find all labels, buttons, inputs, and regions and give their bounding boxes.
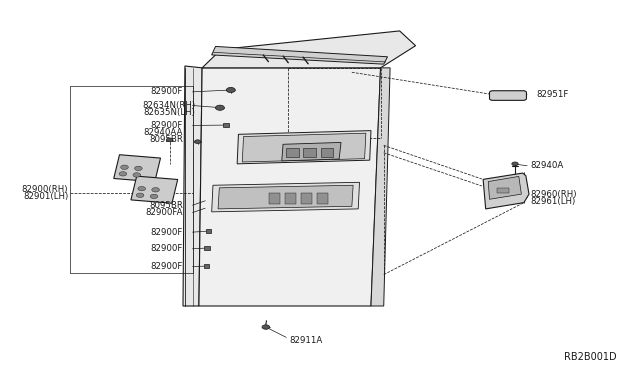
Text: 82634N(RH): 82634N(RH) — [143, 101, 196, 110]
Bar — [301, 193, 312, 204]
Polygon shape — [183, 66, 202, 306]
Circle shape — [166, 138, 173, 142]
Bar — [317, 193, 328, 204]
Polygon shape — [218, 185, 353, 209]
Bar — [285, 193, 296, 204]
Text: 82911A: 82911A — [289, 336, 323, 345]
Circle shape — [216, 105, 225, 110]
Polygon shape — [371, 68, 390, 306]
Circle shape — [138, 186, 145, 191]
Text: RB2B001D: RB2B001D — [564, 352, 616, 362]
Circle shape — [121, 165, 129, 170]
Text: 8095BR: 8095BR — [149, 201, 183, 210]
Bar — [204, 264, 209, 268]
Text: 82900F: 82900F — [150, 262, 183, 271]
Bar — [204, 246, 210, 250]
Text: 82940A: 82940A — [531, 161, 564, 170]
Text: 82900F: 82900F — [150, 244, 183, 253]
Bar — [269, 193, 280, 204]
Polygon shape — [212, 182, 360, 212]
Polygon shape — [286, 148, 299, 157]
FancyBboxPatch shape — [490, 91, 527, 100]
Circle shape — [195, 140, 201, 144]
Text: 82960(RH): 82960(RH) — [531, 190, 577, 199]
Polygon shape — [131, 176, 178, 203]
Circle shape — [512, 162, 518, 166]
Polygon shape — [282, 142, 341, 161]
Polygon shape — [483, 173, 529, 209]
Text: 82900F: 82900F — [150, 87, 183, 96]
Polygon shape — [303, 148, 316, 157]
Circle shape — [136, 193, 144, 198]
Text: 82940AA: 82940AA — [143, 128, 183, 137]
Polygon shape — [212, 46, 388, 64]
Circle shape — [262, 325, 269, 329]
Bar — [223, 124, 228, 127]
Polygon shape — [488, 176, 522, 199]
Circle shape — [150, 194, 158, 199]
Circle shape — [152, 187, 159, 192]
Bar — [497, 188, 509, 193]
Text: 82951F: 82951F — [537, 90, 569, 99]
Text: 82900FA: 82900FA — [145, 208, 183, 217]
Text: 82900(RH): 82900(RH) — [22, 185, 68, 194]
Circle shape — [119, 171, 127, 176]
Polygon shape — [237, 131, 371, 164]
Text: 82900F: 82900F — [150, 121, 183, 130]
Circle shape — [134, 166, 142, 171]
Bar — [205, 230, 211, 233]
Polygon shape — [243, 133, 366, 162]
Text: 82900F: 82900F — [150, 228, 183, 237]
Text: 82635N(LH): 82635N(LH) — [144, 108, 196, 117]
Polygon shape — [114, 155, 161, 182]
Circle shape — [227, 87, 236, 93]
Polygon shape — [321, 148, 333, 157]
Text: 82961(LH): 82961(LH) — [531, 197, 575, 206]
Polygon shape — [199, 68, 381, 306]
Circle shape — [133, 173, 141, 177]
Text: 82901(LH): 82901(LH) — [23, 192, 68, 201]
Polygon shape — [202, 31, 415, 68]
Text: 8095BR: 8095BR — [149, 135, 183, 144]
